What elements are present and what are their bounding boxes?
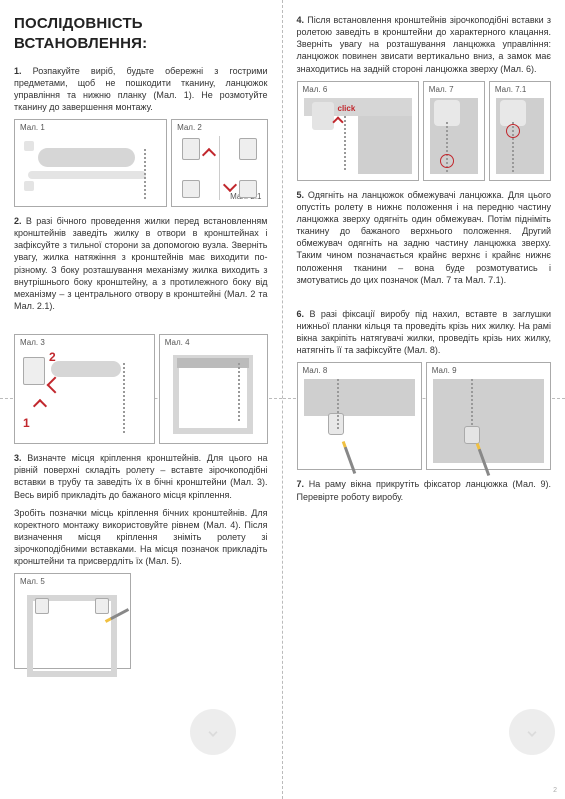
step-1: 1. Розпакуйте виріб, будьте обережні з г… <box>14 65 268 114</box>
click-label: click <box>338 104 356 115</box>
fig8-art <box>304 379 415 463</box>
fig1-art <box>21 136 160 200</box>
fig4-art <box>166 351 261 437</box>
callout-2: 2 <box>49 349 56 365</box>
watermark-icon <box>509 709 555 755</box>
step-2: 2. В разі бічного проведення жилки перед… <box>14 215 268 312</box>
fig7-art <box>430 98 478 174</box>
page: Послідовність встановлення: 1. Розпакуйт… <box>0 0 565 799</box>
fig-label: Мал. 5 <box>20 577 45 588</box>
step-3b: Зробіть позначки місць кріплення бічних … <box>14 507 268 568</box>
fig3-art: 1 2 <box>21 351 148 437</box>
figrow-5: Мал. 8 Мал. 9 <box>297 362 552 470</box>
fig-label: Мал. 8 <box>303 366 328 377</box>
figure-8: Мал. 8 <box>297 362 422 470</box>
figure-2: Мал. 2 Мал. 2.1 <box>171 119 267 207</box>
page-number: 2 <box>553 786 557 795</box>
step-3a: 3. Визначте місця кріплення кронштейнів.… <box>14 452 268 501</box>
figrow-2: Мал. 3 1 2 Мал. 4 <box>14 334 268 444</box>
figure-7-1: Мал. 7.1 <box>489 81 551 181</box>
figrow-1: Мал. 1 Мал. 2 Мал. 2.1 <box>14 119 268 207</box>
left-column: Послідовність встановлення: 1. Розпакуйт… <box>0 0 283 799</box>
fig9-art <box>433 379 544 463</box>
fig71-art <box>496 98 544 174</box>
fig-label: Мал. 7 <box>429 85 454 96</box>
fig-label: Мал. 6 <box>303 85 328 96</box>
step-4: 4. Після встановлення кронштейнів зірочк… <box>297 14 552 75</box>
watermark-icon <box>190 709 236 755</box>
figure-9: Мал. 9 <box>426 362 551 470</box>
fig5-art <box>21 590 124 662</box>
fig-label: Мал. 7.1 <box>495 85 526 96</box>
right-column: 4. Після встановлення кронштейнів зірочк… <box>283 0 565 799</box>
figrow-4: Мал. 6 click Мал. 7 <box>297 81 552 181</box>
fig-label: Мал. 2 <box>177 123 202 134</box>
step-5: 5. Одягніть на ланцюжок обмежувачі ланцю… <box>297 189 552 286</box>
figure-5: Мал. 5 <box>14 573 131 669</box>
figure-3: Мал. 3 1 2 <box>14 334 155 444</box>
fig-label: Мал. 9 <box>432 366 457 377</box>
figure-1: Мал. 1 <box>14 119 167 207</box>
fig-label: Мал. 1 <box>20 123 45 134</box>
figure-6: Мал. 6 click <box>297 81 419 181</box>
figure-7: Мал. 7 <box>423 81 485 181</box>
step-6: 6. В разі фіксації виробу під нахил, вст… <box>297 308 552 357</box>
fig-label: Мал. 4 <box>165 338 190 349</box>
title: Послідовність встановлення: <box>14 14 268 55</box>
figure-4: Мал. 4 <box>159 334 268 444</box>
callout-1: 1 <box>23 415 30 431</box>
fig2-art <box>178 136 260 200</box>
fig-label: Мал. 3 <box>20 338 45 349</box>
fig6-art: click <box>304 98 412 174</box>
step-7: 7. На раму вікна прикрутіть фіксатор лан… <box>297 478 552 502</box>
figrow-3: Мал. 5 <box>14 573 268 669</box>
